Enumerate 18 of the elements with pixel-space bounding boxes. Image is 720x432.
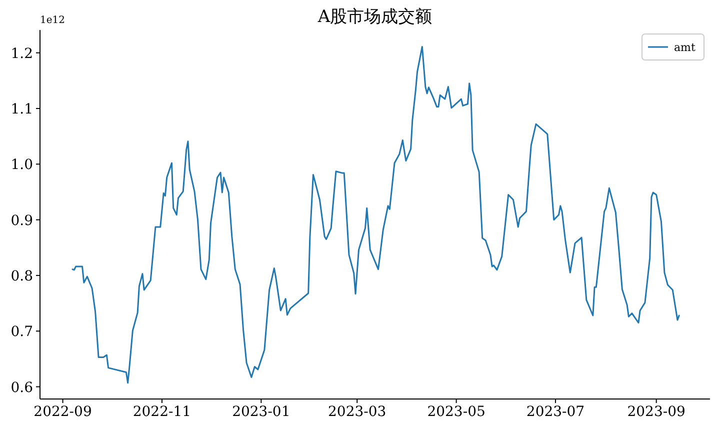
x-tick-label: 2023-03 (328, 404, 386, 420)
x-tick-label: 2023-01 (232, 404, 290, 420)
y-tick-label: 1.1 (10, 101, 33, 118)
x-tick-label: 2023-09 (627, 404, 686, 420)
y-tick-label: 0.7 (10, 324, 33, 340)
x-tick-label: 2023-05 (427, 404, 486, 420)
y-tick-label: 1.0 (10, 157, 33, 174)
legend: amt (642, 34, 704, 60)
x-tick-label: 2023-07 (526, 404, 585, 420)
y-tick-label: 1.2 (10, 46, 33, 62)
text: 1e12 (40, 15, 66, 26)
y-tick-label: 0.6 (10, 380, 34, 396)
x-tick-label: 2022-09 (34, 404, 92, 420)
x-tick-label: 2022-11 (132, 404, 192, 420)
legend-label: amt (674, 41, 696, 54)
y-tick-label: 0.9 (10, 212, 33, 229)
y-tick-label: 0.8 (10, 268, 33, 284)
chart-title: A股市场成交额 (316, 7, 432, 27)
